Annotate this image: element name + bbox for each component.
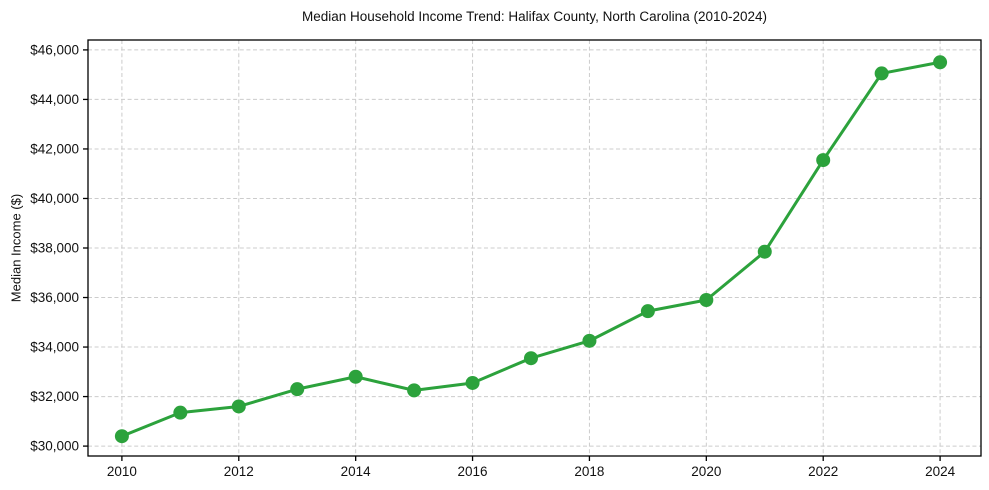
data-point-2023 bbox=[874, 66, 889, 81]
data-point-2018 bbox=[582, 333, 597, 348]
y-tick-label: $36,000 bbox=[30, 290, 79, 305]
y-tick-label: $42,000 bbox=[30, 141, 79, 156]
y-tick-label: $34,000 bbox=[30, 340, 79, 355]
x-axis: 2010 2012 2014 2016 2018 2020 2022 2024 bbox=[107, 456, 956, 479]
data-point-2015 bbox=[407, 383, 422, 398]
data-point-2016 bbox=[465, 375, 480, 390]
x-tick-label: 2016 bbox=[458, 464, 488, 479]
data-points bbox=[114, 55, 948, 444]
x-tick-label: 2024 bbox=[925, 464, 956, 479]
data-point-2022 bbox=[816, 153, 831, 168]
chart-title: Median Household Income Trend: Halifax C… bbox=[302, 9, 767, 24]
data-point-2010 bbox=[114, 429, 129, 444]
data-point-2024 bbox=[933, 55, 948, 70]
x-tick-label: 2014 bbox=[341, 464, 372, 479]
y-tick-label: $38,000 bbox=[30, 241, 79, 256]
data-point-2014 bbox=[348, 369, 363, 384]
x-tick-label: 2018 bbox=[574, 464, 604, 479]
x-tick-label: 2022 bbox=[808, 464, 838, 479]
y-tick-label: $40,000 bbox=[30, 191, 79, 206]
x-tick-label: 2010 bbox=[107, 464, 137, 479]
income-trend-line bbox=[120, 60, 942, 438]
y-tick-label: $46,000 bbox=[30, 42, 79, 57]
gridlines bbox=[88, 40, 981, 456]
y-tick-label: $44,000 bbox=[30, 92, 79, 107]
data-point-2021 bbox=[757, 244, 772, 259]
data-point-2013 bbox=[290, 382, 305, 397]
x-tick-label: 2020 bbox=[691, 464, 721, 479]
data-point-2012 bbox=[231, 399, 246, 414]
y-axis: $30,000 $32,000 $34,000 $36,000 $38,000 $40,0… bbox=[30, 42, 88, 454]
data-point-2017 bbox=[523, 351, 538, 366]
data-point-2011 bbox=[173, 405, 188, 420]
data-point-2019 bbox=[640, 304, 655, 319]
x-tick-label: 2012 bbox=[224, 464, 254, 479]
y-tick-label: $30,000 bbox=[30, 439, 79, 454]
data-point-2020 bbox=[699, 293, 714, 307]
y-tick-label: $32,000 bbox=[30, 389, 79, 404]
